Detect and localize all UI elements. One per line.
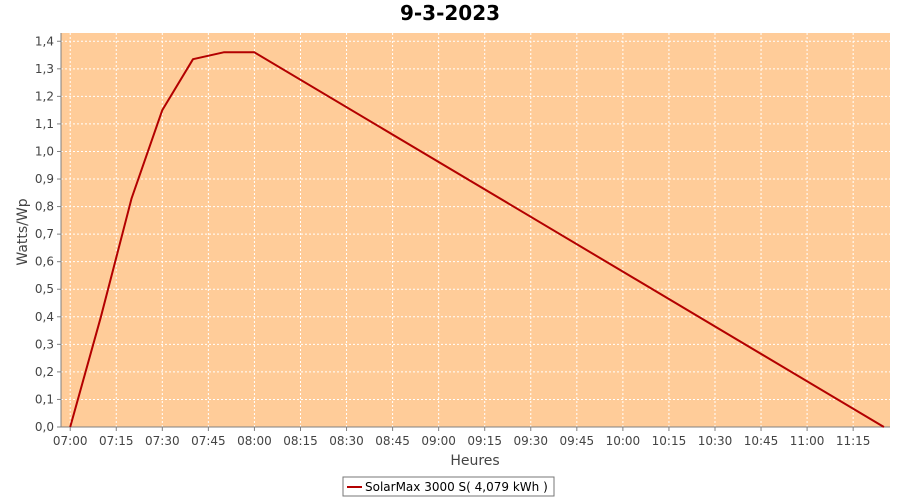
y-tick-label: 0,9 [35,172,54,186]
y-axis-label: Watts/Wp [15,198,31,265]
y-tick-label: 1,0 [35,144,54,158]
x-tick-label: 08:30 [329,434,364,448]
x-tick-label: 07:00 [53,434,88,448]
x-tick-label: 11:15 [836,434,871,448]
y-tick-label: 0,6 [35,255,54,269]
y-tick-label: 0,5 [35,282,54,296]
x-tick-label: 07:45 [191,434,226,448]
axes: 0,0 0,1 0,2 0,3 0,4 0,5 0,6 0,7 0,8 0,9 1,0 1,1 1,2 1… [35,33,890,448]
x-tick-label: 09:15 [467,434,502,448]
x-tick-label: 10:15 [652,434,687,448]
x-tick-label: 08:15 [283,434,318,448]
x-tick-label: 09:45 [560,434,595,448]
legend-label: SolarMax 3000 S( 4,079 kWh ) [365,480,548,494]
x-axis-label: Heures [450,453,499,469]
y-tick-label: 0,1 [35,392,54,406]
x-tick-label: 09:00 [421,434,456,448]
series-layer [69,51,885,428]
x-tick-label: 08:45 [375,434,410,448]
y-tick-label: 1,2 [35,89,54,103]
y-tick-label: 0,3 [35,337,54,351]
y-tick-label: 1,3 [35,62,54,76]
y-tick-label: 0,2 [35,365,54,379]
y-tick-label: 0,8 [35,200,54,214]
y-tick-label: 0,4 [35,310,54,324]
x-tick-label: 11:00 [790,434,825,448]
y-tick-label: 0,7 [35,227,54,241]
y-tick-label: 0,0 [35,420,54,434]
y-tick-label: 1,4 [35,34,54,48]
y-tick-label: 1,1 [35,117,54,131]
legend-box [342,476,555,497]
series-line [69,51,885,428]
x-tick-label: 10:45 [744,434,779,448]
legend: SolarMax 3000 S( 4,079 kWh ) [342,476,555,497]
chart-title: 9-3-2023 [400,1,500,25]
x-tick-label: 07:30 [145,434,180,448]
gridlines [61,33,890,428]
x-tick-label: 08:00 [237,434,272,448]
x-tick-label: 10:30 [698,434,733,448]
x-tick-label: 10:00 [606,434,641,448]
plot-area [61,33,890,427]
x-tick-label: 09:30 [513,434,548,448]
x-tick-label: 07:15 [99,434,134,448]
